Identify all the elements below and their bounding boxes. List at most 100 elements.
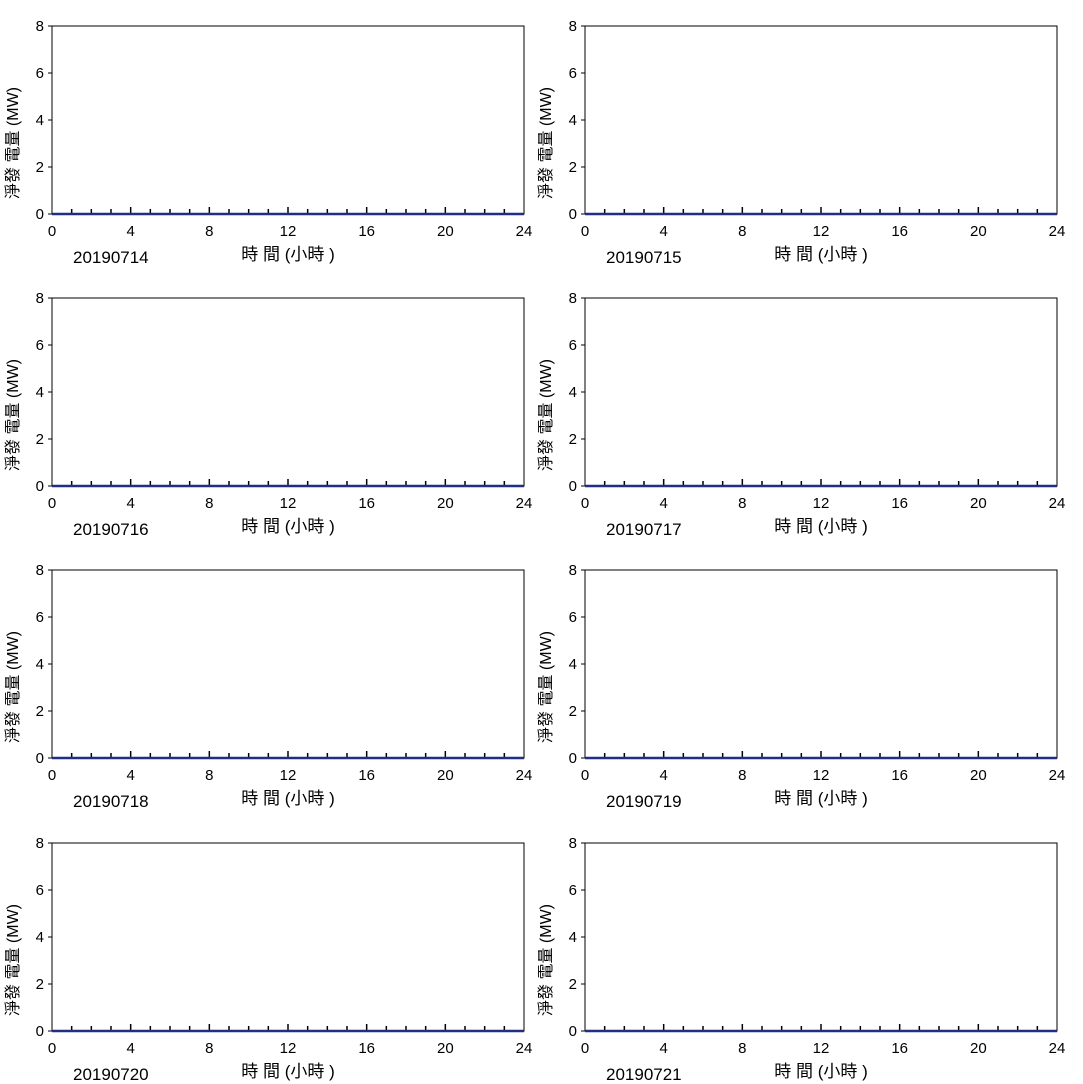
y-tick-label: 2 bbox=[569, 159, 577, 176]
x-tick-label: 8 bbox=[738, 1040, 746, 1057]
y-axis-label: 淨發 電量 (MW) bbox=[4, 904, 22, 1016]
x-tick-label: 4 bbox=[126, 1040, 134, 1057]
x-tick-label: 20 bbox=[437, 767, 454, 784]
y-tick-label: 4 bbox=[569, 656, 577, 673]
x-tick-label: 24 bbox=[516, 223, 533, 240]
x-tick-label: 12 bbox=[813, 767, 830, 784]
plot-frame bbox=[51, 25, 525, 215]
y-tick-label: 8 bbox=[36, 562, 44, 579]
y-tick-label: 2 bbox=[36, 976, 44, 993]
x-tick-label: 16 bbox=[891, 1040, 908, 1057]
y-tick-label: 2 bbox=[36, 703, 44, 720]
plot-frame bbox=[584, 25, 1058, 215]
x-tick-label: 24 bbox=[516, 495, 533, 512]
plot-frame bbox=[584, 569, 1058, 759]
x-tick-label: 8 bbox=[738, 495, 746, 512]
x-tick-label: 8 bbox=[738, 223, 746, 240]
y-tick-label: 6 bbox=[36, 882, 44, 899]
x-tick-label: 12 bbox=[813, 495, 830, 512]
y-axis-label: 淨發 電量 (MW) bbox=[537, 904, 555, 1016]
x-tick-label: 8 bbox=[205, 223, 213, 240]
x-tick-label: 16 bbox=[358, 223, 375, 240]
x-tick-label: 8 bbox=[205, 495, 213, 512]
x-tick-label: 0 bbox=[48, 223, 56, 240]
x-tick-label: 0 bbox=[581, 495, 589, 512]
x-tick-label: 0 bbox=[581, 223, 589, 240]
y-tick-label: 0 bbox=[569, 478, 577, 495]
x-tick-label: 16 bbox=[358, 495, 375, 512]
x-axis-label: 時 間 (小時 ) bbox=[241, 789, 335, 808]
x-tick-label: 4 bbox=[126, 767, 134, 784]
x-tick-label: 24 bbox=[1049, 1040, 1066, 1057]
y-axis-label: 淨發 電量 (MW) bbox=[537, 359, 555, 471]
y-tick-label: 4 bbox=[36, 929, 44, 946]
y-tick-label: 0 bbox=[36, 1023, 44, 1040]
y-tick-label: 6 bbox=[569, 337, 577, 354]
x-axis-label: 時 間 (小時 ) bbox=[774, 1062, 868, 1081]
y-tick-label: 2 bbox=[569, 976, 577, 993]
x-tick-label: 4 bbox=[659, 223, 667, 240]
y-tick-label: 4 bbox=[569, 384, 577, 401]
y-tick-label: 0 bbox=[569, 1023, 577, 1040]
y-tick-label: 4 bbox=[569, 929, 577, 946]
x-tick-label: 8 bbox=[205, 1040, 213, 1057]
x-tick-label: 24 bbox=[1049, 495, 1066, 512]
x-axis-label: 時 間 (小時 ) bbox=[774, 245, 868, 264]
x-tick-label: 20 bbox=[970, 495, 987, 512]
date-label: 20190716 bbox=[73, 520, 149, 539]
x-tick-label: 12 bbox=[280, 1040, 297, 1057]
x-axis-label: 時 間 (小時 ) bbox=[241, 517, 335, 536]
x-tick-label: 0 bbox=[48, 767, 56, 784]
y-tick-label: 2 bbox=[36, 159, 44, 176]
plot-frame bbox=[584, 297, 1058, 487]
x-axis-label: 時 間 (小時 ) bbox=[774, 789, 868, 808]
x-tick-label: 20 bbox=[970, 767, 987, 784]
x-tick-label: 4 bbox=[126, 223, 134, 240]
x-tick-label: 0 bbox=[48, 1040, 56, 1057]
x-tick-label: 8 bbox=[205, 767, 213, 784]
y-axis-label: 淨發 電量 (MW) bbox=[4, 87, 22, 199]
x-tick-label: 24 bbox=[1049, 767, 1066, 784]
y-tick-label: 6 bbox=[36, 337, 44, 354]
x-tick-label: 20 bbox=[970, 1040, 987, 1057]
y-tick-label: 4 bbox=[36, 112, 44, 129]
y-tick-label: 6 bbox=[569, 882, 577, 899]
x-axis-label: 時 間 (小時 ) bbox=[241, 1062, 335, 1081]
x-tick-label: 12 bbox=[813, 1040, 830, 1057]
date-label: 20190721 bbox=[606, 1065, 682, 1084]
x-tick-label: 0 bbox=[581, 1040, 589, 1057]
y-tick-label: 2 bbox=[569, 703, 577, 720]
date-label: 20190720 bbox=[73, 1065, 149, 1084]
x-tick-label: 20 bbox=[437, 223, 454, 240]
x-tick-label: 20 bbox=[437, 1040, 454, 1057]
plot-frame bbox=[584, 842, 1058, 1032]
date-label: 20190715 bbox=[606, 248, 682, 267]
y-tick-label: 8 bbox=[569, 290, 577, 307]
x-tick-label: 24 bbox=[516, 767, 533, 784]
plot-frame bbox=[51, 297, 525, 487]
x-tick-label: 4 bbox=[659, 767, 667, 784]
x-tick-label: 0 bbox=[581, 767, 589, 784]
y-tick-label: 6 bbox=[36, 609, 44, 626]
x-tick-label: 16 bbox=[358, 1040, 375, 1057]
x-tick-label: 20 bbox=[437, 495, 454, 512]
plot-frame bbox=[51, 842, 525, 1032]
x-tick-label: 12 bbox=[280, 767, 297, 784]
x-tick-label: 16 bbox=[891, 495, 908, 512]
plot-frame bbox=[51, 569, 525, 759]
y-tick-label: 8 bbox=[569, 18, 577, 35]
y-tick-label: 4 bbox=[36, 656, 44, 673]
x-axis-label: 時 間 (小時 ) bbox=[774, 517, 868, 536]
y-tick-label: 8 bbox=[36, 18, 44, 35]
y-tick-label: 0 bbox=[36, 206, 44, 223]
x-tick-label: 20 bbox=[970, 223, 987, 240]
y-tick-label: 4 bbox=[36, 384, 44, 401]
y-tick-label: 6 bbox=[569, 65, 577, 82]
x-tick-label: 8 bbox=[738, 767, 746, 784]
x-tick-label: 0 bbox=[48, 495, 56, 512]
